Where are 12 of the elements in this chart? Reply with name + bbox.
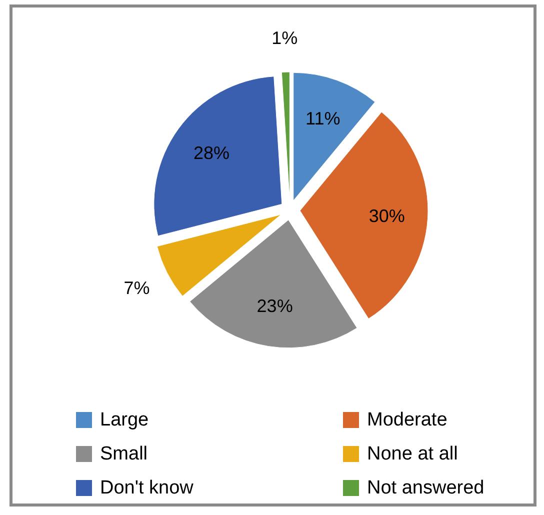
legend-label: Not answered xyxy=(367,478,484,498)
data-label: 30% xyxy=(368,206,405,226)
legend-label: Don't know xyxy=(100,478,194,498)
legend-label: Small xyxy=(100,444,148,464)
data-label: 28% xyxy=(193,142,230,163)
legend-label: None at all xyxy=(367,444,458,464)
data-label: 23% xyxy=(256,296,293,316)
data-label: 7% xyxy=(124,278,150,298)
legend-label: Large xyxy=(100,410,149,430)
legend-label: Moderate xyxy=(367,410,448,430)
data-label: 11% xyxy=(306,108,340,129)
data-label: 1% xyxy=(272,28,298,48)
